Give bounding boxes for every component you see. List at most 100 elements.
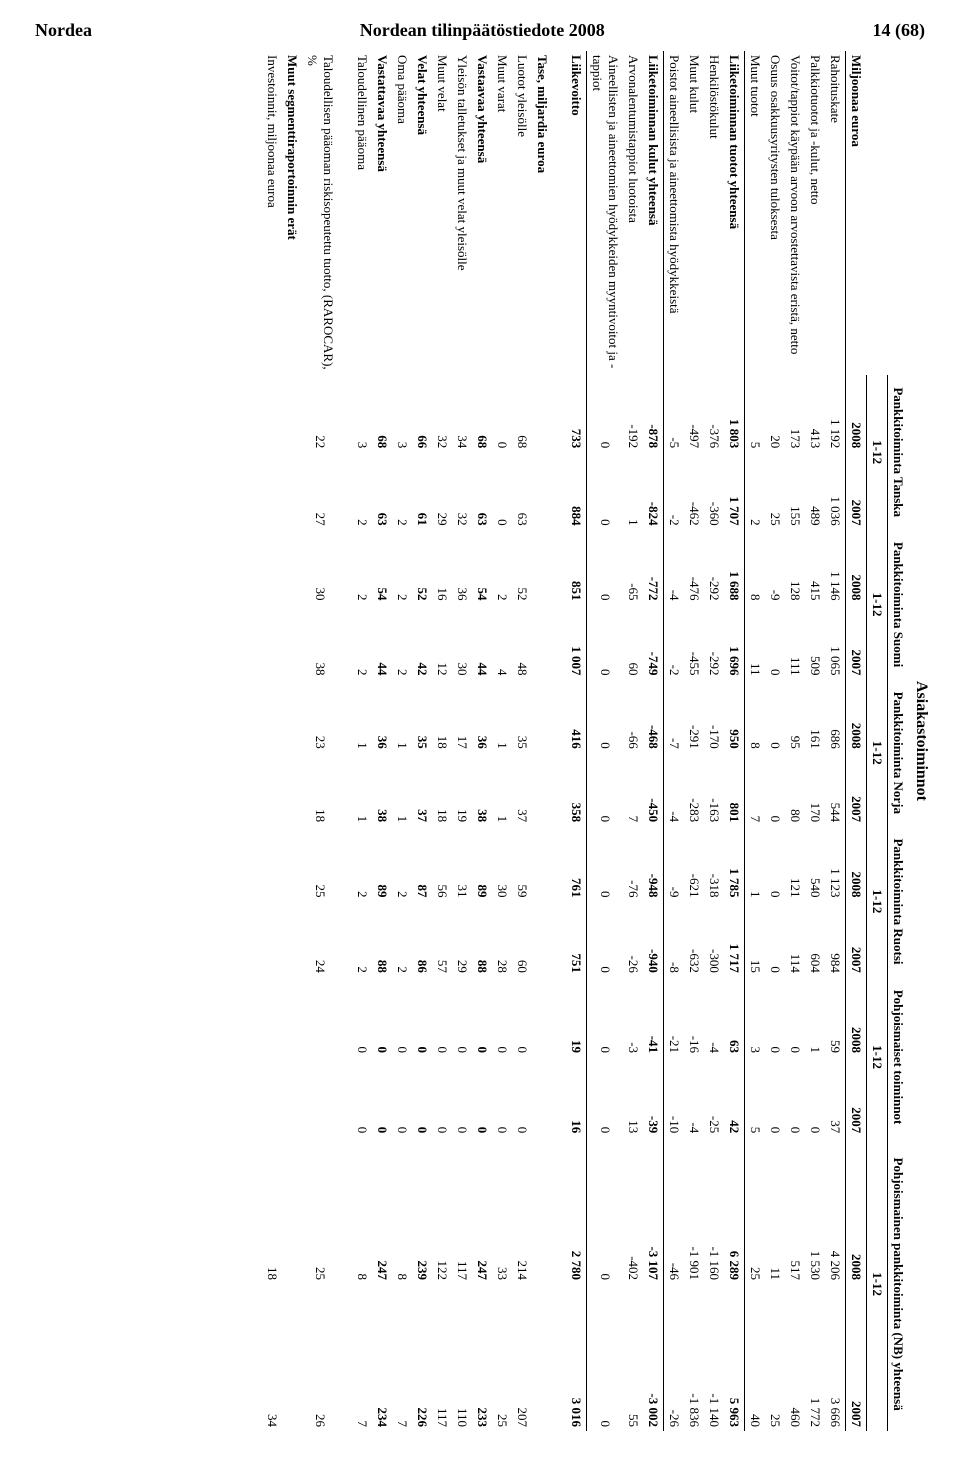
- row-value: 5: [745, 375, 766, 452]
- table-row: Liiketoiminnan tuotot yhteensä1 8031 707…: [724, 51, 745, 1431]
- row-value: -462: [684, 452, 704, 529]
- row-value: 48: [512, 605, 532, 680]
- row-value: -4: [684, 1057, 704, 1137]
- row-value: [282, 1284, 302, 1431]
- period-label: 1-12: [867, 375, 888, 530]
- row-value: 29: [452, 901, 472, 976]
- row-value: 19: [566, 977, 587, 1057]
- row-label: Tase, miljardia euroa: [532, 51, 552, 375]
- row-value: 60: [623, 605, 643, 680]
- row-value: 35: [412, 680, 432, 753]
- row-value: 1 146: [825, 530, 846, 605]
- row-value: 28: [492, 901, 512, 976]
- header-left: Nordea: [35, 20, 92, 41]
- row-value: 358: [566, 753, 587, 826]
- row-value: 56: [432, 826, 452, 901]
- year-col: 2008: [846, 1137, 867, 1284]
- year-col: 2007: [846, 901, 867, 976]
- period-label: 1-12: [867, 826, 888, 977]
- row-value: 155: [785, 452, 805, 529]
- row-label: Muut kulut: [684, 51, 704, 375]
- row-value: -16: [684, 977, 704, 1057]
- row-value: 11: [745, 605, 766, 680]
- row-value: 8: [745, 680, 766, 753]
- row-value: -292: [704, 605, 724, 680]
- financial-table: Pankkitoiminta Tanska Pankkitoiminta Suo…: [262, 51, 908, 1431]
- table-row: Voitot/tappiot käypään arvoon arvostetta…: [785, 51, 805, 1431]
- row-value: -632: [684, 901, 704, 976]
- row-value: 1 785: [724, 826, 745, 901]
- row-value: 0: [492, 977, 512, 1057]
- row-value: 32: [452, 452, 472, 529]
- row-value: [282, 1137, 302, 1284]
- row-value: 3 016: [566, 1284, 587, 1431]
- row-value: 25: [302, 1137, 338, 1284]
- header-right: 14 (68): [873, 20, 926, 41]
- row-value: 80: [785, 753, 805, 826]
- row-value: [262, 375, 282, 452]
- row-value: 170: [805, 753, 825, 826]
- row-value: 37: [825, 1057, 846, 1137]
- row-value: 0: [492, 375, 512, 452]
- row-value: 0: [805, 1057, 825, 1137]
- row-value: -10: [664, 1057, 685, 1137]
- row-value: 173: [785, 375, 805, 452]
- row-value: 1 036: [825, 452, 846, 529]
- row-value: 0: [765, 1057, 785, 1137]
- row-value: 413: [805, 375, 825, 452]
- row-label: Voitot/tappiot käypään arvoon arvostetta…: [785, 51, 805, 375]
- table-row: Arvonalentumistappiot luotoista-1921-656…: [623, 51, 643, 1431]
- row-value: 2: [392, 826, 412, 901]
- row-value: -292: [704, 530, 724, 605]
- row-value: 2 780: [566, 1137, 587, 1284]
- row-value: 11: [765, 1137, 785, 1284]
- group-header: Pankkitoiminta Suomi: [888, 530, 909, 680]
- row-value: 0: [587, 530, 624, 605]
- row-value: 0: [587, 1284, 624, 1431]
- row-value: 1 803: [724, 375, 745, 452]
- row-value: [532, 375, 552, 452]
- row-value: 25: [765, 452, 785, 529]
- row-value: 0: [392, 1057, 412, 1137]
- table-row: Investoinnit, miljoonaa euroa1834: [262, 51, 282, 1431]
- row-value: -497: [684, 375, 704, 452]
- row-value: 851: [566, 530, 587, 605]
- row-value: -21: [664, 977, 685, 1057]
- row-value: [532, 901, 552, 976]
- row-value: 0: [587, 1137, 624, 1284]
- row-value: 68: [472, 375, 492, 452]
- row-value: 18: [432, 680, 452, 753]
- row-value: 5 963: [724, 1284, 745, 1431]
- row-value: 40: [745, 1284, 766, 1431]
- row-label: Rahoituskate: [825, 51, 846, 375]
- row-value: 1 007: [566, 605, 587, 680]
- row-value: 2: [392, 452, 412, 529]
- row-value: 36: [372, 680, 392, 753]
- row-value: 0: [472, 977, 492, 1057]
- row-label: Muut varat: [492, 51, 512, 375]
- row-value: 37: [412, 753, 432, 826]
- row-value: 517: [785, 1137, 805, 1284]
- row-label: Taloudellinen pääoma: [352, 51, 372, 375]
- group-header: Pankkitoiminta Ruotsi: [888, 826, 909, 977]
- row-value: [282, 680, 302, 753]
- row-value: -1 160: [704, 1137, 724, 1284]
- row-value: 489: [805, 452, 825, 529]
- row-value: 984: [825, 901, 846, 976]
- table-row: Yleisön talletukset ja muut velat yleisö…: [452, 51, 472, 1431]
- row-value: 25: [492, 1284, 512, 1431]
- row-value: 207: [512, 1284, 532, 1431]
- row-value: -46: [664, 1137, 685, 1284]
- row-value: 1 696: [724, 605, 745, 680]
- row-value: 233: [472, 1284, 492, 1431]
- row-value: [532, 1284, 552, 1431]
- row-value: 3: [745, 977, 766, 1057]
- row-value: 1 065: [825, 605, 846, 680]
- page-header: Nordea Nordean tilinpäätöstiedote 2008 1…: [30, 20, 930, 51]
- year-col: 2008: [846, 530, 867, 605]
- row-value: 16: [432, 530, 452, 605]
- table-row: Muut kulut-497-462-476-455-291-283-621-6…: [684, 51, 704, 1431]
- row-value: 87: [412, 826, 432, 901]
- row-value: -749: [643, 605, 664, 680]
- row-value: 5: [745, 1057, 766, 1137]
